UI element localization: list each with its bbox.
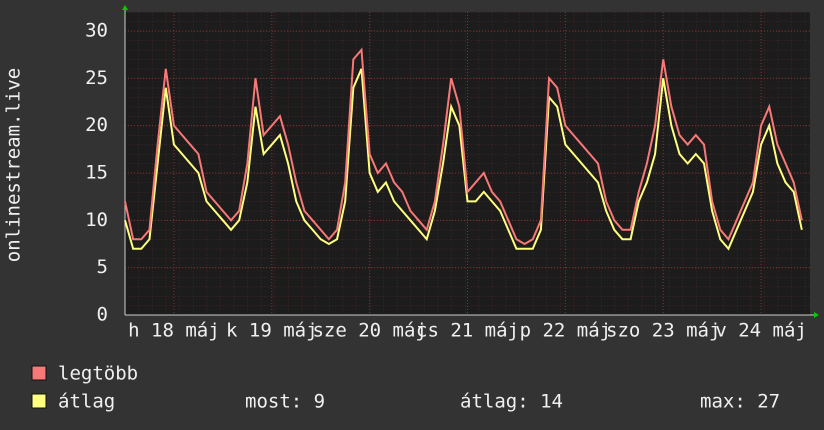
y-tick-label: 5	[97, 256, 108, 278]
legend-stat: most: 9	[245, 391, 325, 413]
y-tick-label: 30	[85, 19, 108, 41]
x-tick-label: cs 21 máj	[416, 320, 519, 342]
legend-swatch	[31, 365, 47, 381]
y-tick-label: 10	[85, 209, 108, 231]
y-tick-label: 20	[85, 114, 108, 136]
x-tick-label: h 18 máj	[128, 320, 220, 342]
x-tick-label: k 19 máj	[226, 320, 318, 342]
x-tick-label: v 24 máj	[715, 320, 807, 342]
legend-stat: max: 27	[700, 391, 780, 413]
y-tick-label: 25	[85, 67, 108, 89]
arrow	[814, 312, 819, 318]
y-tick-label: 15	[85, 161, 108, 183]
arrow	[122, 5, 128, 10]
series-line	[124, 47, 803, 246]
series-line	[124, 68, 803, 251]
y-axis-label: onlinestream.live	[3, 68, 25, 262]
x-tick-label: p 22 máj	[520, 320, 612, 342]
y-tick-label: 0	[97, 304, 108, 326]
legend-stat: átlag: 14	[460, 391, 563, 413]
legend-label: legtöbb	[58, 363, 138, 385]
legend-swatch	[31, 393, 47, 409]
x-tick-label: szo 23 máj	[606, 320, 720, 342]
legend-label: átlag	[58, 391, 115, 413]
x-tick-label: sze 20 máj	[312, 320, 426, 342]
